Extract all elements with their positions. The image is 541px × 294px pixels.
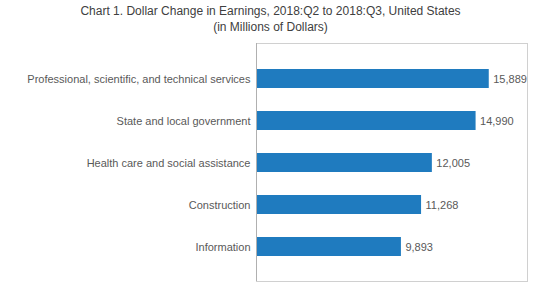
- svg-text:11,268: 11,268: [426, 199, 459, 211]
- svg-text:Professional, scientific, and: Professional, scientific, and technical …: [27, 73, 251, 85]
- svg-text:9,893: 9,893: [405, 241, 433, 253]
- svg-text:12,005: 12,005: [436, 157, 470, 169]
- svg-text:14,990: 14,990: [480, 115, 514, 127]
- html-text:Chart 1. Dollar Change in Earn: Chart 1. Dollar Change in Earnings, 2018…: [80, 4, 461, 34]
- svg-text:Health care and social assista: Health care and social assistance: [87, 157, 251, 169]
- svg-text:State and local government: State and local government: [117, 115, 251, 127]
- svg-text:Information: Information: [195, 241, 250, 253]
- svg-text:Construction: Construction: [189, 199, 251, 211]
- svg-text:15,889: 15,889: [493, 73, 527, 85]
